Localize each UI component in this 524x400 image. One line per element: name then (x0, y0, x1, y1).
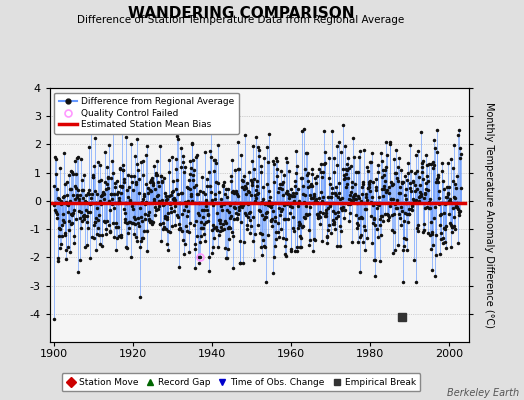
Legend: Station Move, Record Gap, Time of Obs. Change, Empirical Break: Station Move, Record Gap, Time of Obs. C… (62, 374, 420, 392)
Text: Berkeley Earth: Berkeley Earth (446, 388, 519, 398)
Y-axis label: Monthly Temperature Anomaly Difference (°C): Monthly Temperature Anomaly Difference (… (484, 102, 494, 328)
Text: WANDERING COMPARISON: WANDERING COMPARISON (128, 6, 354, 21)
Text: Difference of Station Temperature Data from Regional Average: Difference of Station Temperature Data f… (78, 15, 405, 25)
Legend: Difference from Regional Average, Quality Control Failed, Estimated Station Mean: Difference from Regional Average, Qualit… (54, 92, 239, 134)
